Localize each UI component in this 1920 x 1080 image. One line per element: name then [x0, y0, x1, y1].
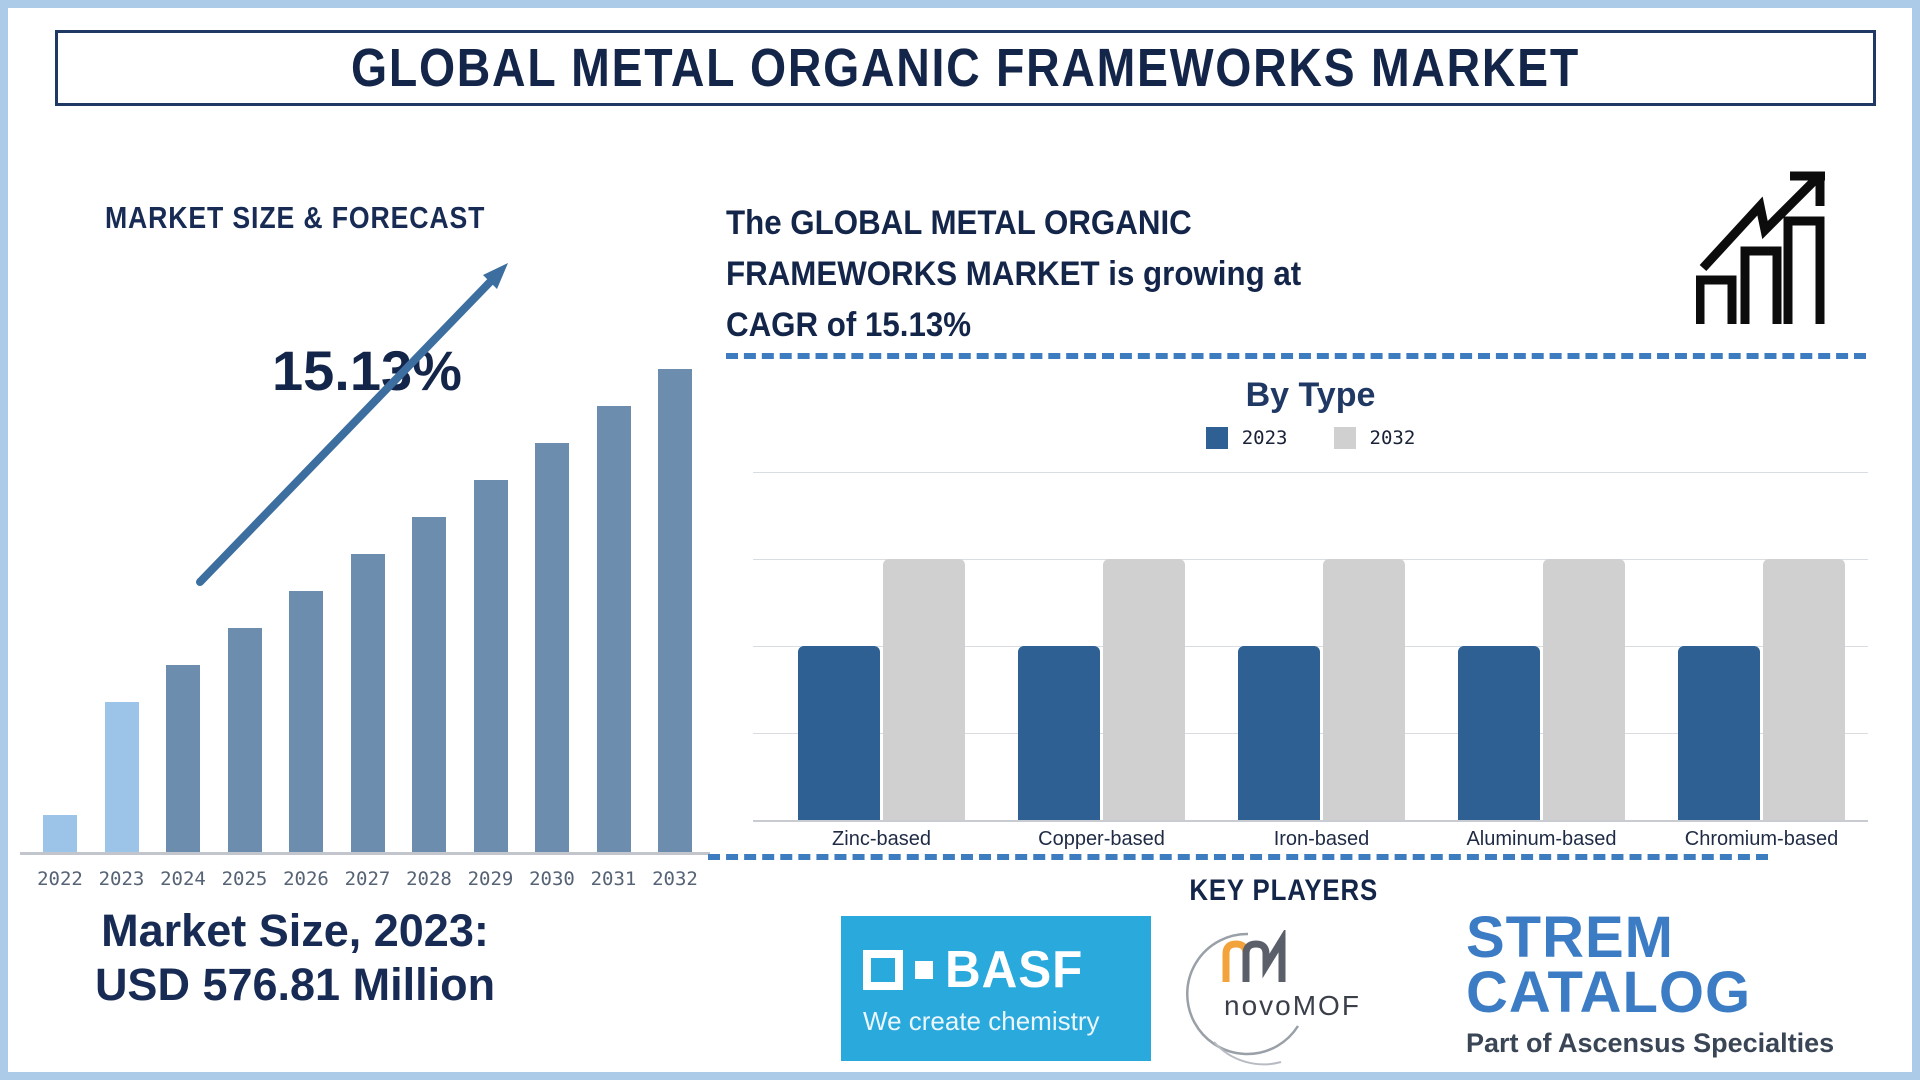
legend-swatch-2023	[1205, 427, 1228, 449]
strem-line2: CATALOG	[1466, 960, 1752, 1025]
by-type-legend: 2023 2032	[753, 427, 1868, 449]
forecast-bar-2026	[289, 591, 323, 852]
forecast-bar-2022	[43, 815, 77, 852]
market-size-forecast-heading: MARKET SIZE & FORECAST	[60, 200, 530, 236]
forecast-year-label-2024: 2024	[160, 868, 206, 890]
page-title: GLOBAL METAL ORGANIC FRAMEWORKS MARKET	[351, 38, 1580, 98]
by-type-bar-2023-zinc-based	[798, 646, 880, 820]
by-type-category-label: Copper-based	[1038, 828, 1165, 850]
forecast-year-label-2030: 2030	[529, 868, 575, 890]
forecast-bar-2029	[473, 480, 508, 852]
market-size-forecast-heading-text: MARKET SIZE & FORECAST	[104, 200, 486, 235]
forecast-bar-2028	[412, 517, 446, 852]
by-type-category-label: Zinc-based	[832, 828, 931, 850]
market-size-caption: Market Size, 2023: USD 576.81 Million	[94, 905, 496, 1010]
by-type-bar-2023-copper-based	[1018, 646, 1100, 820]
key-players-heading-text: KEY PLAYERS	[1189, 874, 1378, 907]
growth-statement-text: The GLOBAL METAL ORGANIC FRAMEWORKS MARK…	[726, 204, 1302, 344]
legend-item-2032: 2032	[1333, 427, 1416, 449]
forecast-bar-2025	[227, 628, 262, 852]
dashed-separator-bottom	[708, 854, 1768, 860]
strem-line1: STREM	[1466, 905, 1674, 970]
basf-square-outline-icon	[863, 950, 903, 990]
by-type-category-label: Chromium-based	[1684, 828, 1839, 850]
by-type-gridline	[753, 472, 1868, 473]
market-size-forecast-chart: 2022 2023 2024 2025 2026 2027 2028 2029 2030 2031…	[8, 8, 728, 1072]
growth-chart-icon	[1696, 171, 1825, 324]
by-type-bar-2032-chromium-based	[1763, 559, 1845, 820]
legend-item-2023: 2023	[1205, 427, 1288, 449]
legend-label-2032: 2032	[1369, 427, 1416, 449]
by-type-bar-2032-zinc-based	[883, 559, 965, 820]
by-type-bar-2032-aluminum-based	[1543, 559, 1625, 820]
by-type-bar-2023-chromium-based	[1678, 646, 1760, 820]
basf-name: BASF	[945, 941, 1084, 999]
growth-arrow	[196, 263, 508, 586]
forecast-year-label-2029: 2029	[467, 868, 514, 890]
forecast-year-label-2026: 2026	[283, 868, 329, 890]
strem-tagline: Part of Ascensus Specialties	[1466, 1028, 1835, 1058]
by-type-category-label: Aluminum-based	[1466, 828, 1617, 850]
by-type-axis	[753, 820, 1868, 822]
forecast-bar-2024	[166, 665, 200, 852]
by-type-bar-2023-aluminum-based	[1458, 646, 1540, 820]
forecast-year-label-2028: 2028	[406, 868, 452, 890]
forecast-year-label-2032: 2032	[652, 868, 698, 890]
by-type-gridline	[753, 733, 1868, 734]
by-type-category-label: Iron-based	[1273, 828, 1370, 850]
basf-logo: BASF We create chemistry	[841, 916, 1151, 1061]
by-type-gridline	[753, 646, 1868, 647]
novomof-logo: novoMOF	[1186, 927, 1436, 1072]
basf-square-solid-icon	[915, 961, 933, 979]
title-banner: GLOBAL METAL ORGANIC FRAMEWORKS MARKET	[55, 30, 1876, 106]
forecast-bar-2032	[658, 369, 692, 852]
by-type-bar-2023-iron-based	[1238, 646, 1320, 820]
by-type-heading: By Type	[753, 376, 1868, 415]
strem-logo: STREM CATALOG Part of Ascensus Specialti…	[1466, 905, 1866, 1059]
by-type-bar-2032-iron-based	[1323, 559, 1405, 820]
forecast-bar-2031	[596, 406, 631, 852]
forecast-bar-2023	[104, 702, 139, 852]
by-type-bar-2032-copper-based	[1103, 559, 1185, 820]
legend-label-2023: 2023	[1241, 427, 1288, 449]
forecast-chart-axis	[20, 852, 710, 855]
forecast-year-label-2022: 2022	[37, 868, 83, 890]
dashed-separator-top	[726, 353, 1866, 359]
novomof-name: novoMOF	[1224, 990, 1361, 1021]
forecast-year-label-2023: 2023	[98, 868, 145, 890]
growth-statement: The GLOBAL METAL ORGANIC FRAMEWORKS MARK…	[726, 198, 1646, 351]
forecast-year-label-2031: 2031	[590, 868, 637, 890]
forecast-year-label-2027: 2027	[344, 868, 391, 890]
forecast-year-label-2025: 2025	[221, 868, 268, 890]
by-type-heading-text: By Type	[1245, 376, 1376, 414]
legend-swatch-2032	[1333, 427, 1356, 449]
forecast-bar-2030	[535, 443, 569, 852]
key-players-heading: KEY PLAYERS	[726, 874, 1841, 908]
forecast-bar-2027	[350, 554, 385, 852]
basf-tagline: We create chemistry	[863, 1006, 1100, 1036]
novomof-arc-icon	[1186, 927, 1300, 1066]
by-type-gridline	[753, 559, 1868, 560]
